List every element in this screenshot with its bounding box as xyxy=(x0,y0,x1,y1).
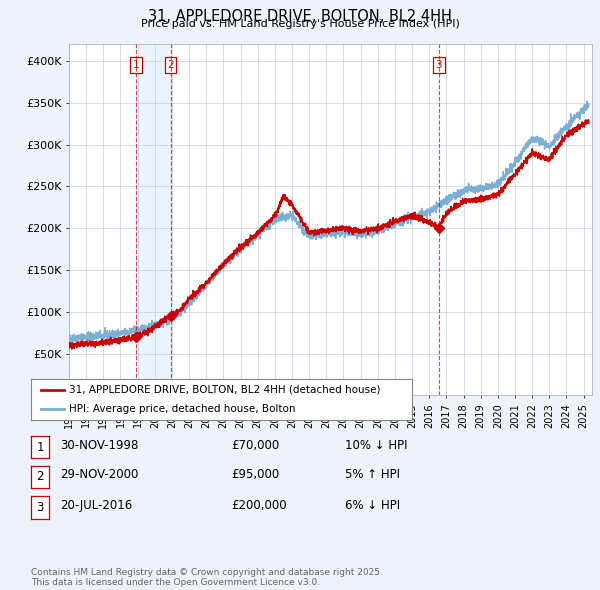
Text: 2: 2 xyxy=(37,470,44,483)
Text: £200,000: £200,000 xyxy=(231,499,287,512)
Text: HPI: Average price, detached house, Bolton: HPI: Average price, detached house, Bolt… xyxy=(70,404,296,414)
Text: Contains HM Land Registry data © Crown copyright and database right 2025.
This d: Contains HM Land Registry data © Crown c… xyxy=(31,568,383,587)
Text: £95,000: £95,000 xyxy=(231,468,279,481)
Text: 10% ↓ HPI: 10% ↓ HPI xyxy=(345,439,407,452)
Text: £70,000: £70,000 xyxy=(231,439,279,452)
Text: 29-NOV-2000: 29-NOV-2000 xyxy=(60,468,139,481)
Text: 3: 3 xyxy=(37,501,44,514)
Text: 5% ↑ HPI: 5% ↑ HPI xyxy=(345,468,400,481)
Text: 6% ↓ HPI: 6% ↓ HPI xyxy=(345,499,400,512)
Text: 31, APPLEDORE DRIVE, BOLTON, BL2 4HH (detached house): 31, APPLEDORE DRIVE, BOLTON, BL2 4HH (de… xyxy=(70,385,381,395)
Bar xyxy=(136,44,170,395)
Text: 1: 1 xyxy=(133,60,140,70)
Text: 1: 1 xyxy=(37,441,44,454)
Text: 3: 3 xyxy=(436,60,442,70)
Text: Price paid vs. HM Land Registry's House Price Index (HPI): Price paid vs. HM Land Registry's House … xyxy=(140,19,460,30)
Text: 20-JUL-2016: 20-JUL-2016 xyxy=(60,499,132,512)
Text: 2: 2 xyxy=(167,60,174,70)
Text: 31, APPLEDORE DRIVE, BOLTON, BL2 4HH: 31, APPLEDORE DRIVE, BOLTON, BL2 4HH xyxy=(148,9,452,24)
Text: 30-NOV-1998: 30-NOV-1998 xyxy=(60,439,139,452)
